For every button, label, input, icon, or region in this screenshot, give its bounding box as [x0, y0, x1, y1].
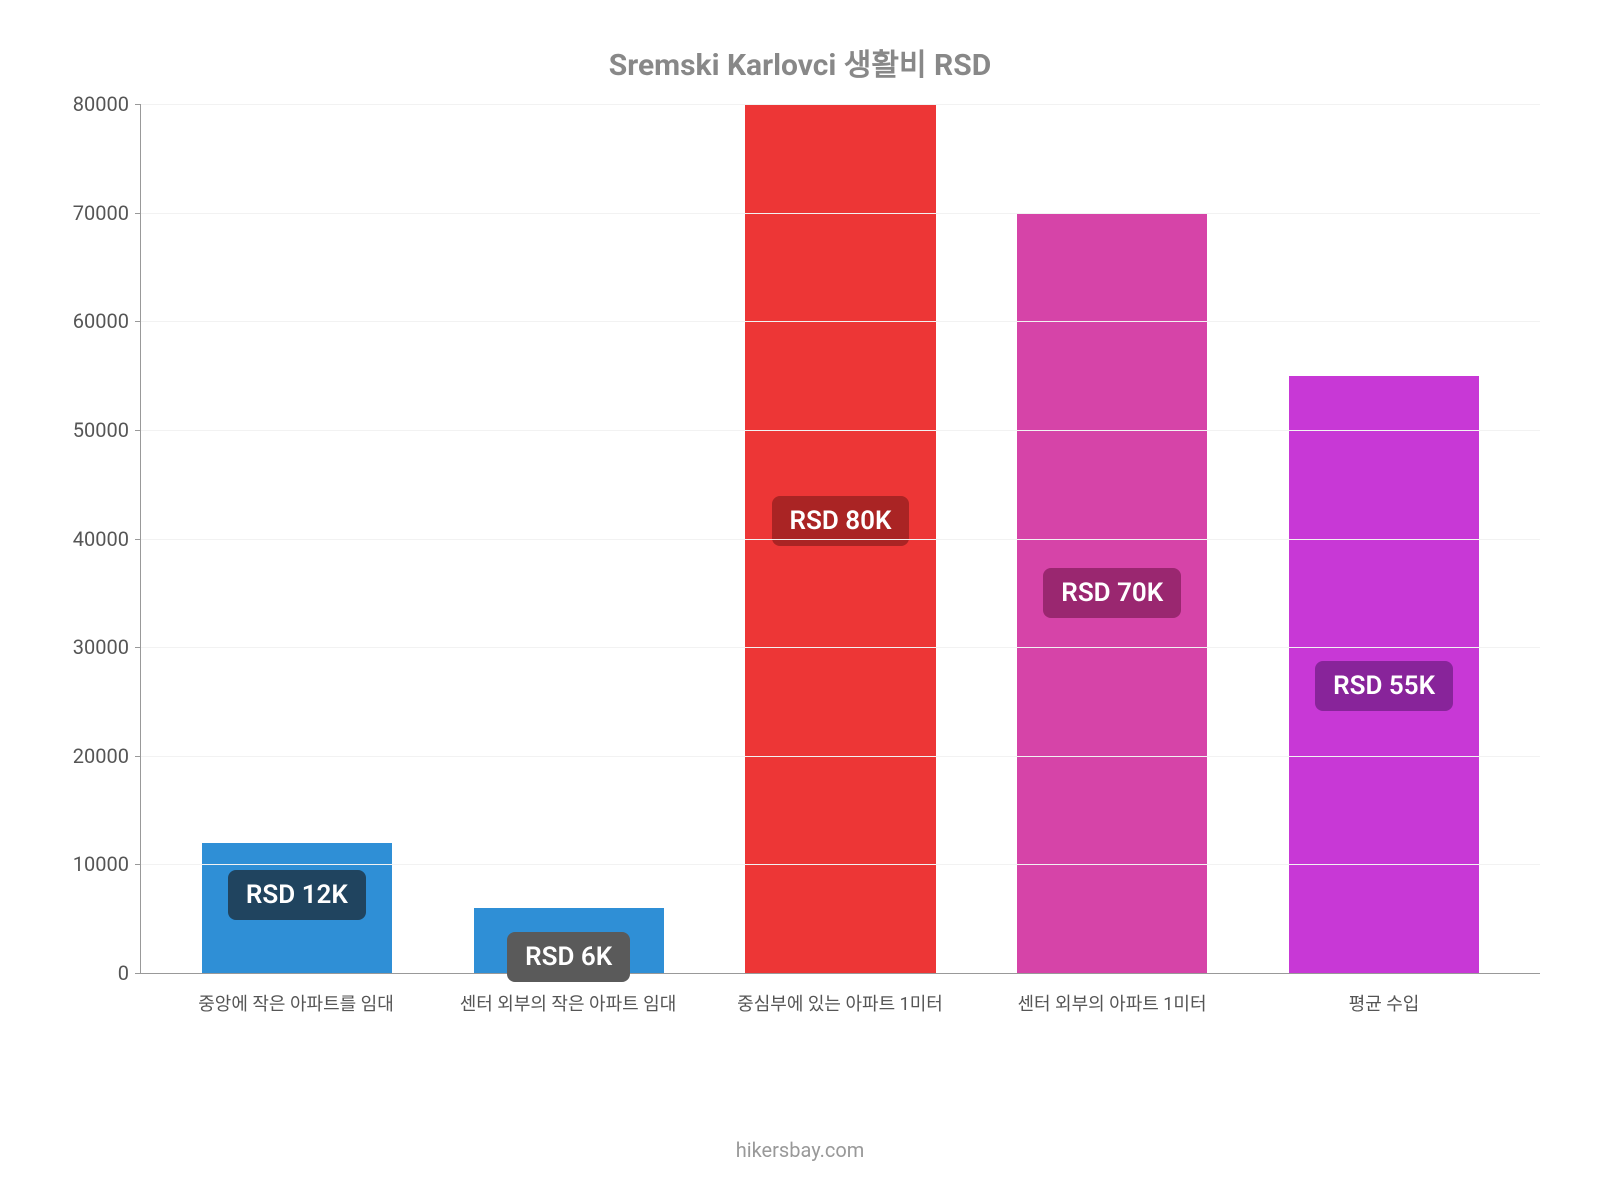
- x-axis-label: 센터 외부의 아파트 1미터: [976, 990, 1248, 1016]
- gridline: [141, 756, 1540, 757]
- gridline: [141, 539, 1540, 540]
- gridline: [141, 321, 1540, 322]
- bar: RSD 70K: [1017, 213, 1207, 973]
- ytick-label: 0: [118, 961, 141, 985]
- chart-footer: hikersbay.com: [0, 1138, 1600, 1162]
- bar-value-label: RSD 6K: [507, 932, 630, 982]
- gridline: [141, 213, 1540, 214]
- cost-of-living-chart: Sremski Karlovci 생활비 RSD RSD 12KRSD 6KRS…: [60, 40, 1540, 1140]
- gridline: [141, 864, 1540, 865]
- ytick-label: 70000: [73, 201, 141, 225]
- gridline: [141, 647, 1540, 648]
- gridline: [141, 104, 1540, 105]
- x-axis-label: 평균 수입: [1248, 990, 1520, 1016]
- ytick-label: 30000: [73, 635, 141, 659]
- bar: RSD 55K: [1289, 376, 1479, 973]
- ytick-label: 60000: [73, 309, 141, 333]
- x-axis-labels: 중앙에 작은 아파트를 임대센터 외부의 작은 아파트 임대중심부에 있는 아파…: [140, 974, 1540, 1016]
- bar-value-label: RSD 70K: [1043, 568, 1181, 618]
- gridline: [141, 430, 1540, 431]
- x-axis-label: 센터 외부의 작은 아파트 임대: [432, 990, 704, 1016]
- ytick-label: 50000: [73, 418, 141, 442]
- bar: RSD 12K: [202, 843, 392, 973]
- chart-title: Sremski Karlovci 생활비 RSD: [60, 40, 1540, 84]
- ytick-label: 10000: [73, 852, 141, 876]
- ytick-label: 80000: [73, 92, 141, 116]
- bar: RSD 6K: [474, 908, 664, 973]
- x-axis-label: 중심부에 있는 아파트 1미터: [704, 990, 976, 1016]
- bar-value-label: RSD 12K: [228, 870, 366, 920]
- ytick-label: 20000: [73, 744, 141, 768]
- bar-value-label: RSD 55K: [1315, 661, 1453, 711]
- ytick-label: 40000: [73, 527, 141, 551]
- x-axis-label: 중앙에 작은 아파트를 임대: [160, 990, 432, 1016]
- plot-area: RSD 12KRSD 6KRSD 80KRSD 70KRSD 55K 01000…: [140, 104, 1540, 974]
